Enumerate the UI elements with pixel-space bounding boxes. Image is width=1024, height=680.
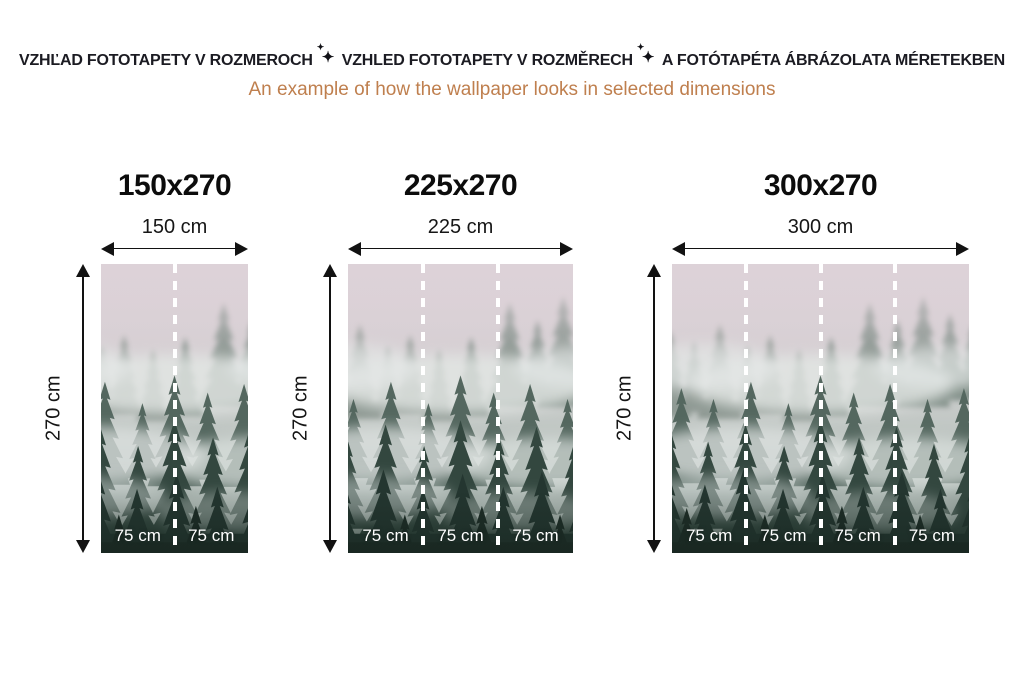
panel-divider xyxy=(744,264,749,553)
multilingual-title: VZHĽAD FOTOTAPETY V ROZMEROCH VZHLED FOT… xyxy=(0,43,1024,72)
panel-width-label: 75 cm xyxy=(834,526,881,545)
height-label: 270 cm xyxy=(289,375,312,442)
variant-150x270: 150x270 150 cm 270 cm 75 cm 75 cm xyxy=(43,170,248,560)
width-arrow xyxy=(101,241,248,256)
variant-title: 225x270 xyxy=(403,169,518,202)
page-header: VZHĽAD FOTOTAPETY V ROZMEROCH VZHLED FOT… xyxy=(0,43,1024,101)
panel-divider xyxy=(892,264,897,553)
wallpaper-preview: 75 cm 75 cm 75 cm xyxy=(348,264,573,553)
width-label: 225 cm xyxy=(427,216,494,238)
height-arrow xyxy=(322,264,338,553)
sparkle-icon xyxy=(637,43,655,65)
panel-divider xyxy=(818,264,823,553)
subtitle: An example of how the wallpaper looks in… xyxy=(248,79,776,100)
variant-300x270: 300x270 300 cm 270 cm 75 cm 75 cm 75 cm … xyxy=(614,170,969,560)
panel-width-label: 75 cm xyxy=(362,526,409,545)
panel-width-label: 75 cm xyxy=(685,526,733,545)
title-czech: VZHLED FOTOTAPETY V ROZMĚRECH xyxy=(341,52,633,69)
title-slovak: VZHĽAD FOTOTAPETY V ROZMEROCH xyxy=(19,52,313,69)
panel-divider xyxy=(172,264,177,553)
title-hungarian: A FOTÓTAPÉTA ÁBRÁZOLATA MÉRETEKBEN xyxy=(661,52,1005,69)
width-arrow xyxy=(672,241,969,256)
variant-title: 300x270 xyxy=(763,169,878,202)
variant-225x270: 225x270 225 cm 270 cm 75 cm 75 cm 75 cm xyxy=(290,170,573,560)
width-label: 150 cm xyxy=(141,216,208,238)
panel-width-label: 75 cm xyxy=(437,526,484,545)
sparkle-icon xyxy=(317,43,335,65)
wallpaper-preview: 75 cm 75 cm xyxy=(101,264,248,553)
panel-divider xyxy=(496,264,500,553)
variant-title: 150x270 xyxy=(117,169,232,202)
height-arrow xyxy=(646,264,662,553)
wallpaper-preview: 75 cm 75 cm 75 cm 75 cm xyxy=(672,264,969,553)
panel-width-label: 75 cm xyxy=(114,526,161,545)
width-arrow xyxy=(348,241,573,256)
panel-divider xyxy=(420,264,425,553)
panel-width-label: 75 cm xyxy=(760,526,807,545)
foggy-forest-image xyxy=(348,264,573,553)
height-label: 270 cm xyxy=(42,375,65,442)
panel-width-label: 75 cm xyxy=(512,526,559,545)
panel-width-label: 75 cm xyxy=(908,526,956,545)
width-label: 300 cm xyxy=(787,216,854,238)
height-label: 270 cm xyxy=(613,375,636,442)
panel-width-label: 75 cm xyxy=(188,526,235,545)
height-arrow xyxy=(75,264,91,553)
